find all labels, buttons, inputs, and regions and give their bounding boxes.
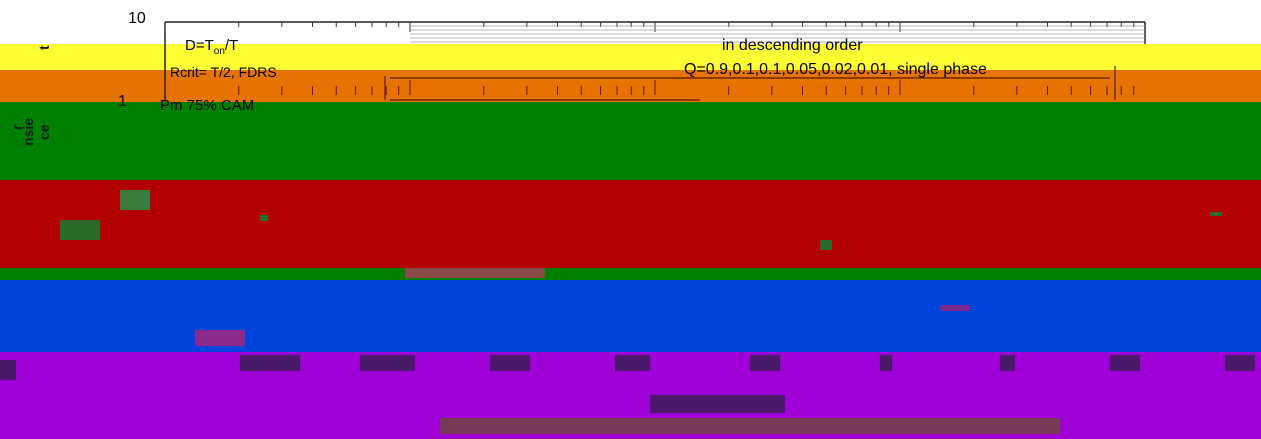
noise-artifact <box>260 215 268 221</box>
noise-artifact <box>1000 355 1015 371</box>
noise-artifact <box>360 355 415 371</box>
y-axis-label-fragment: nsie <box>20 117 36 146</box>
band-blue <box>0 280 1261 352</box>
legend-ratio-tail: /T <box>224 37 239 54</box>
y-tick-label-10: 10 <box>128 10 146 27</box>
legend-ratio: D=Ton/T <box>185 37 238 57</box>
noise-artifact <box>615 355 650 371</box>
legend-phase-text: single phase <box>897 61 987 78</box>
legend-model: Rcrit= T/2, FDRS <box>170 64 277 80</box>
legend-ratio-sub: on <box>213 46 225 57</box>
noise-artifact <box>240 355 300 371</box>
noise-artifact <box>650 395 785 413</box>
noise-artifact <box>405 268 545 278</box>
noise-artifact <box>490 355 530 371</box>
y-axis-label-fragment: ce <box>36 124 52 140</box>
band-orange <box>0 70 1261 102</box>
noise-artifact <box>60 220 100 240</box>
noise-artifact <box>820 240 832 250</box>
y-axis-label-fragment: t <box>36 45 52 50</box>
band-green <box>0 102 1261 180</box>
band-yellow <box>0 44 1261 70</box>
legend-rates-text: Q=0.9,0.1,0.1,0.05,0.02,0.01 <box>684 61 889 78</box>
y-tick-label-1: 1 <box>118 93 127 110</box>
noise-artifact <box>1110 355 1140 371</box>
legend-order: in descending order <box>722 37 863 54</box>
noise-artifact <box>120 190 150 210</box>
noise-artifact <box>940 305 970 311</box>
noise-artifact <box>880 355 892 371</box>
noise-artifact <box>1225 355 1255 371</box>
legend-load: Pm 75% CAM <box>160 97 255 114</box>
noise-artifact <box>750 355 780 371</box>
band-green-thin <box>0 268 1261 280</box>
y-axis-label: r nsie ce t <box>6 45 52 146</box>
noise-artifact <box>195 330 245 346</box>
noise-artifact <box>1210 212 1222 216</box>
legend-rates: Q=0.9,0.1,0.1,0.05,0.02,0.01, single pha… <box>684 61 987 78</box>
noise-artifact <box>0 360 16 380</box>
noise-artifact <box>440 418 1060 434</box>
band-red <box>0 180 1261 268</box>
legend-ratio-text: D=T <box>185 37 214 54</box>
